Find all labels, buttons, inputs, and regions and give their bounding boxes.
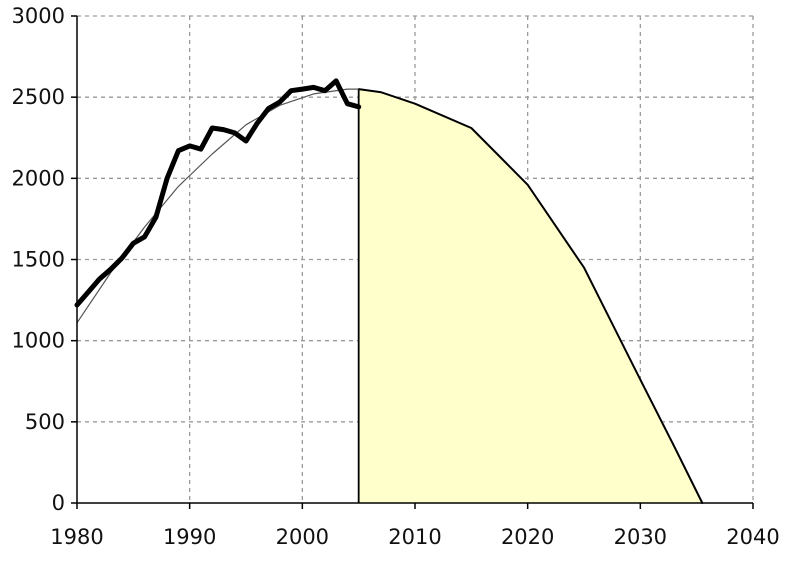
x-tick-label: 2010: [388, 525, 441, 549]
y-tick-label: 3000: [12, 4, 65, 28]
projection-area-layer: [358, 89, 703, 503]
x-tick-label: 1980: [50, 525, 103, 549]
x-tick-label: 2000: [276, 525, 329, 549]
x-tick-label: 2020: [501, 525, 554, 549]
y-tick-label: 0: [52, 491, 65, 515]
y-tick-label: 1500: [12, 248, 65, 272]
fitted-curve: [76, 88, 359, 324]
series-lines: [74, 78, 704, 504]
x-tick-label: 1990: [163, 525, 216, 549]
x-tick-label: 2040: [726, 525, 779, 549]
projection-area: [358, 89, 703, 503]
tick-labels: 0 500 1000 1500 2000 2500 3000 1980 1990 2000 2010…: [12, 4, 780, 549]
x-tick-label: 2030: [614, 525, 667, 549]
projection-curve: [357, 88, 704, 504]
y-tick-label: 2000: [12, 166, 65, 190]
axes: [71, 15, 754, 509]
y-tick-label: 500: [25, 410, 65, 434]
observed-series-line: [74, 78, 362, 308]
y-tick-label: 1000: [12, 329, 65, 353]
y-tick-label: 2500: [12, 85, 65, 109]
